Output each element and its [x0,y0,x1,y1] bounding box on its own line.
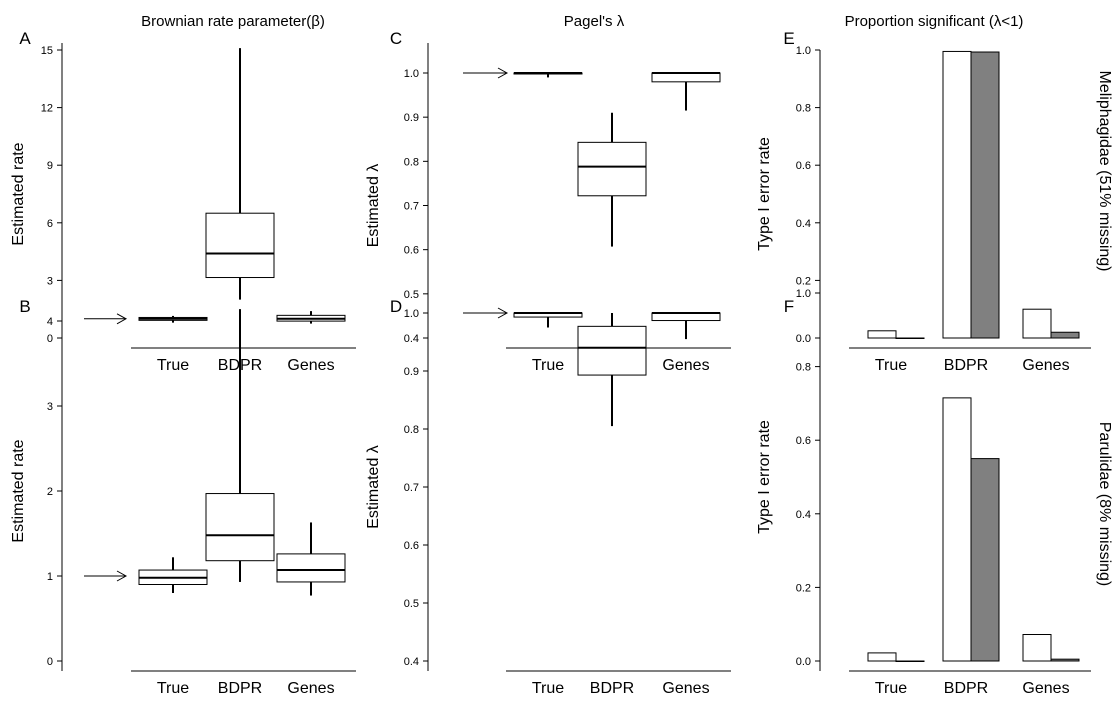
category-label-c-true: True [532,357,564,374]
y-tick-label-d: 0.8 [404,424,419,436]
y-tick-label-d: 0.7 [404,482,419,494]
y-axis-title-d: Estimated λ [365,445,382,529]
bar-f-genes-open [1022,634,1052,662]
y-tick-label-b: 4 [47,316,53,328]
y-tick-label-b: 2 [47,486,53,498]
category-label-e-genes: Genes [1022,357,1069,374]
y-tick-label-f: 0.4 [796,509,811,521]
category-label-a-true: True [157,357,189,374]
true-value-arrowhead-b [116,570,128,582]
box-c-bdpr [577,141,647,197]
y-tick-label-a: 3 [47,275,53,287]
category-label-b-bdpr: BDPR [218,680,262,697]
y-tick-label-a: 12 [41,103,53,115]
y-tick-label-a: 6 [47,218,53,230]
category-label-d-genes: Genes [662,680,709,697]
category-label-f-genes: Genes [1022,680,1069,697]
bar-e-bdpr-gray [970,51,1000,339]
category-label-f-bdpr: BDPR [944,680,988,697]
y-tick-label-d: 0.9 [404,366,419,378]
bar-e-genes-open [1022,308,1052,339]
panel-letter-d: D [390,297,402,316]
y-tick-label-c: 0.7 [404,201,419,213]
column-title-brownian: Brownian rate parameter(β) [141,13,325,30]
y-tick-label-e: 0.0 [796,333,811,345]
y-axis-title-b: Estimated rate [10,439,27,542]
y-tick-label-b: 1 [47,571,53,583]
y-tick-label-c: 0.9 [404,112,419,124]
y-axis-title-f: Type I error rate [756,420,773,534]
y-tick-label-f: 0.2 [796,582,811,594]
box-d-genes [651,312,721,322]
category-label-f-true: True [875,680,907,697]
bar-f-true-open [867,652,897,662]
y-tick-label-b: 0 [47,656,53,668]
box-a-bdpr [205,212,275,279]
panel-d-chart: D 0.4 0.5 0.6 0.7 0.8 0.9 1.0 Estimated λ True BDP… [365,297,731,697]
y-tick-label-e: 1.0 [796,45,811,57]
y-axis-title-a: Estimated rate [10,142,27,245]
true-value-arrowhead-a [116,313,128,325]
y-tick-label-c: 0.5 [404,289,419,301]
category-label-a-genes: Genes [287,357,334,374]
category-label-d-bdpr: BDPR [590,680,634,697]
panel-letter-f: F [784,297,794,316]
y-tick-label-f: 0.6 [796,435,811,447]
y-tick-label-d: 0.5 [404,598,419,610]
panel-b-chart: B 0 1 2 3 4 Estimated rate True BDPR Genes [10,297,356,697]
y-tick-label-d: 0.4 [404,656,419,668]
y-tick-label-a: 15 [41,45,53,57]
y-tick-label-c: 0.4 [404,333,419,345]
panel-f-chart: F 0.0 0.2 0.4 0.6 0.8 1.0 Type I error rate True… [756,288,1091,697]
box-d-bdpr [577,325,647,376]
y-tick-label-c: 1.0 [404,68,419,80]
y-tick-label-a: 9 [47,160,53,172]
y-tick-label-c: 0.6 [404,245,419,257]
box-b-genes [276,553,346,583]
y-tick-label-f: 0.0 [796,656,811,668]
bar-e-true-open [867,330,897,339]
y-tick-label-c: 0.8 [404,156,419,168]
column-title-proportion: Proportion significant (λ<1) [845,13,1024,30]
y-tick-label-f: 0.8 [796,362,811,374]
bar-e-bdpr-open [942,50,972,339]
category-label-e-true: True [875,357,907,374]
y-tick-label-d: 1.0 [404,308,419,320]
bar-f-bdpr-gray [970,458,1000,662]
panel-letter-e: E [783,29,794,48]
y-tick-label-d: 0.6 [404,540,419,552]
y-tick-label-f: 1.0 [796,288,811,300]
y-axis-title-e: Type I error rate [756,137,773,251]
row-label-parulidae: Parulidae (8% missing) [1096,422,1113,587]
y-tick-label-e: 0.6 [796,160,811,172]
category-label-b-true: True [157,680,189,697]
bar-f-true-gray [895,660,925,662]
box-c-genes [651,72,721,83]
category-label-c-genes: Genes [662,357,709,374]
y-axis-title-c: Estimated λ [365,164,382,248]
true-value-arrowhead-d [497,307,509,319]
y-tick-label-e: 0.8 [796,103,811,115]
y-tick-label-e: 0.4 [796,218,811,230]
column-title-pagel: Pagel's λ [564,13,625,30]
y-tick-label-b: 3 [47,401,53,413]
bar-e-true-gray [895,337,925,339]
box-b-bdpr [205,493,275,562]
panel-letter-a: A [19,29,31,48]
bar-e-genes-gray [1050,331,1080,339]
row-label-meliphagidae: Meliphagidae (51% missing) [1096,71,1113,272]
panel-letter-c: C [390,29,402,48]
bar-f-genes-gray [1050,658,1080,662]
panel-letter-b: B [19,297,30,316]
true-value-arrowhead-c [497,67,509,79]
panel-e-chart: E 0.0 0.2 0.4 0.6 0.8 1.0 Type I error rate True… [756,29,1091,374]
y-tick-label-a: 0 [47,333,53,345]
category-label-b-genes: Genes [287,680,334,697]
y-tick-label-e: 0.2 [796,275,811,287]
category-label-d-true: True [532,680,564,697]
bar-f-bdpr-open [942,397,972,662]
category-label-e-bdpr: BDPR [944,357,988,374]
